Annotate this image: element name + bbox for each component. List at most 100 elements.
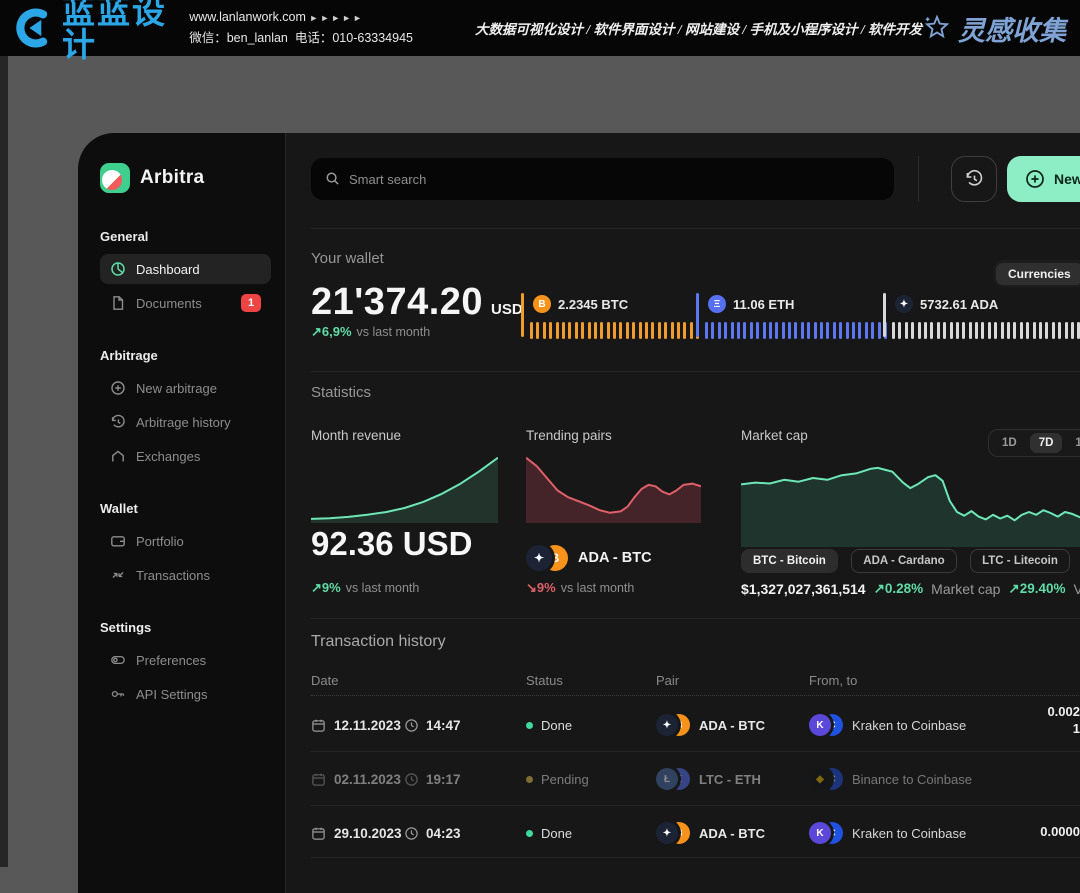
ada-bars xyxy=(892,322,1080,339)
statistics-section-title: Statistics xyxy=(311,384,371,401)
calendar-icon xyxy=(311,718,326,733)
tx-pair: LTC - ETH xyxy=(699,772,761,787)
wallet-trend: ↗6,9% vs last month xyxy=(311,324,430,340)
segment-amount: 11.06 ETH xyxy=(733,297,794,312)
market-cap-title: Market cap xyxy=(741,428,808,443)
toggle-icon xyxy=(110,652,126,668)
sidebar-item-api-settings[interactable]: API Settings xyxy=(100,679,271,709)
main-content: New arbitrage Your wallet 21'374.20 USD … xyxy=(285,133,1080,893)
eth-icon: Ξ xyxy=(708,295,726,313)
balance-currency: USD xyxy=(491,301,523,318)
tag-btc-bitcoin[interactable]: BTC - Bitcoin xyxy=(741,549,838,573)
dashboard-icon xyxy=(110,261,126,277)
sidebar-section-settings: Settings xyxy=(100,620,271,635)
wallet-section-title: Your wallet xyxy=(311,250,384,267)
trend-down-icon: ↘ xyxy=(526,580,537,595)
sidebar-item-label: Exchanges xyxy=(136,449,200,464)
key-icon xyxy=(110,686,126,702)
tx-date: 29.10.2023 xyxy=(334,826,402,841)
document-icon xyxy=(110,295,126,311)
topbar-divider xyxy=(918,156,919,202)
market-cap-caption: $1,327,027,361,514 ↗0.28% Market cap ↗29… xyxy=(741,581,1080,597)
sidebar: Arbitra General Dashboard Documents 1 Ar… xyxy=(78,133,285,893)
transactions-section-title: Transaction history xyxy=(311,633,446,651)
site-logo[interactable]: 蓝蓝设计 xyxy=(14,0,171,61)
sidebar-item-label: Portfolio xyxy=(136,534,184,549)
market-cap-tags: BTC - Bitcoin ADA - Cardano LTC - Liteco… xyxy=(741,549,1080,573)
trend-up-icon: ↗ xyxy=(311,324,322,339)
tx-pair: ADA - BTC xyxy=(699,718,765,733)
tx-route: Binance to Coinbase xyxy=(852,772,972,787)
tx-time: 04:23 xyxy=(426,826,461,841)
sidebar-item-preferences[interactable]: Preferences xyxy=(100,645,271,675)
status-dot xyxy=(526,722,533,729)
trend-up-icon: ↗ xyxy=(874,581,885,596)
plus-circle-icon xyxy=(1025,169,1045,189)
sidebar-item-exchanges[interactable]: Exchanges xyxy=(100,441,271,471)
wechat-label: 微信：ben_lanlan xyxy=(189,31,288,45)
app-logo[interactable]: Arbitra xyxy=(100,163,271,193)
tx-time: 19:17 xyxy=(426,772,461,787)
wallet-segment-eth: Ξ 11.06 ETH xyxy=(696,293,878,339)
star-sparkle-icon xyxy=(922,13,952,43)
transaction-row[interactable]: 02.11.2023 19:17 Pending ŁΞLTC - ETH ◆CB… xyxy=(311,753,1080,805)
sidebar-item-arbitrage-history[interactable]: Arbitrage history xyxy=(100,407,271,437)
sidebar-item-transactions[interactable]: Transactions xyxy=(100,560,271,590)
tx-pair: ADA - BTC xyxy=(699,826,765,841)
month-revenue-chart xyxy=(311,455,498,523)
section-divider xyxy=(311,618,1080,619)
toggle-currencies[interactable]: Currencies xyxy=(996,263,1080,285)
range-7d[interactable]: 7D xyxy=(1030,433,1063,453)
new-arbitrage-button[interactable]: New arbitrage xyxy=(1007,156,1080,202)
sidebar-item-new-arbitrage[interactable]: New arbitrage xyxy=(100,373,271,403)
sidebar-item-label: Documents xyxy=(136,296,202,311)
wallet-segment-btc: B2.2345 BTC xyxy=(521,293,691,339)
kraken-icon: K xyxy=(809,822,831,844)
sidebar-section-arbitrage: Arbitrage xyxy=(100,348,271,363)
segment-marker xyxy=(883,293,886,337)
site-url[interactable]: www.lanlanwork.com xyxy=(189,10,306,24)
sidebar-item-documents[interactable]: Documents 1 xyxy=(100,288,271,318)
wallet-view-toggle: Currencies Exchanges xyxy=(994,260,1080,287)
range-1m[interactable]: 1M xyxy=(1066,433,1080,453)
new-arbitrage-label: New arbitrage xyxy=(1054,171,1080,187)
section-divider xyxy=(311,371,1080,372)
tag-ada-cardano[interactable]: ADA - Cardano xyxy=(851,549,956,573)
arrows-icon: ►►►►► xyxy=(309,13,364,23)
btc-bars xyxy=(530,322,703,339)
tag-ltc-litecoin[interactable]: LTC - Litecoin xyxy=(970,549,1070,573)
history-icon xyxy=(964,169,984,189)
tx-time: 14:47 xyxy=(426,718,461,733)
services-nav[interactable]: 大数据可视化设计 / 软件界面设计 / 网站建设 / 手机及小程序设计 / 软件… xyxy=(475,18,922,38)
history-button[interactable] xyxy=(951,156,997,202)
trend-up-icon: ↗ xyxy=(1008,581,1019,596)
site-brand-name: 蓝蓝设计 xyxy=(62,0,171,61)
trend-up-icon: ↗ xyxy=(311,580,322,595)
col-date: Date xyxy=(311,673,338,688)
col-pair: Pair xyxy=(656,673,679,688)
site-contact: www.lanlanwork.com ►►►►► 微信：ben_lanlan 电… xyxy=(189,7,413,48)
site-banner: 蓝蓝设计 www.lanlanwork.com ►►►►► 微信：ben_lan… xyxy=(0,0,1080,56)
status-dot xyxy=(526,776,533,783)
tx-amount: 0.0000 xyxy=(1040,823,1080,840)
search-input[interactable] xyxy=(311,158,894,200)
calendar-icon xyxy=(311,772,326,787)
tx-status: Done xyxy=(541,718,572,733)
trending-pairs-trend: ↘9% vs last month xyxy=(526,580,634,596)
clock-icon xyxy=(404,718,419,733)
inspiration-collect-link[interactable]: 灵感收集 xyxy=(922,9,1066,48)
range-1d[interactable]: 1D xyxy=(993,433,1026,453)
month-revenue-trend: ↗9% vs last month xyxy=(311,580,419,596)
sidebar-item-dashboard[interactable]: Dashboard xyxy=(100,254,271,284)
tx-amount: 0.0021 xyxy=(1047,703,1080,737)
market-cap-chart xyxy=(741,455,1080,547)
transaction-row[interactable]: 12.11.2023 14:47 Done ✦BADA - BTC KCKrak… xyxy=(311,699,1080,751)
wallet-icon xyxy=(110,533,126,549)
transaction-row[interactable]: 29.10.2023 04:23 Done ✦BADA - BTC KCKrak… xyxy=(311,807,1080,859)
tx-route: Kraken to Coinbase xyxy=(852,826,966,841)
row-divider xyxy=(311,751,1080,752)
ada-icon: ✦ xyxy=(895,295,913,313)
binance-icon: ◆ xyxy=(809,768,831,790)
sidebar-item-portfolio[interactable]: Portfolio xyxy=(100,526,271,556)
wallet-balance: 21'374.20 USD xyxy=(311,281,523,324)
